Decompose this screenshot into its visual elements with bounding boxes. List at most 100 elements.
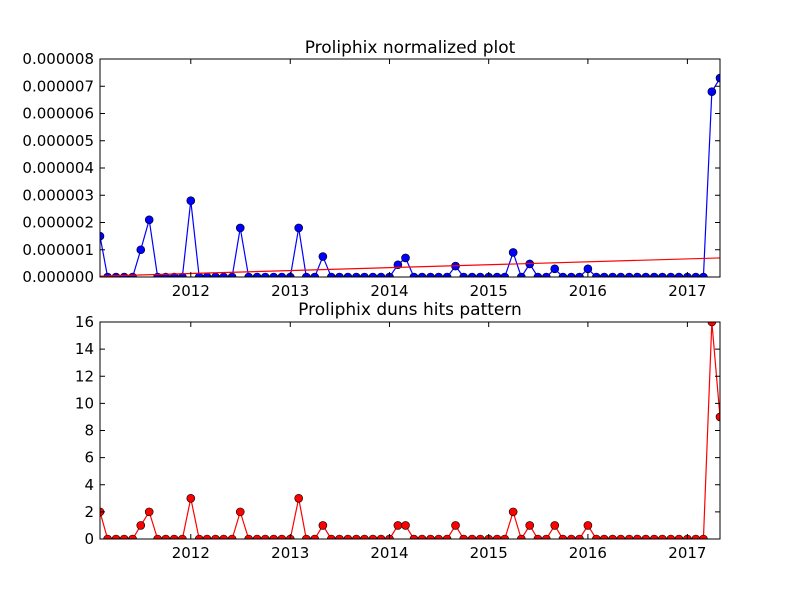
data-point [277, 534, 287, 539]
x-tick-label: 2013 [271, 544, 309, 562]
data-point [119, 534, 129, 539]
data-point [235, 223, 245, 233]
data-point [202, 534, 212, 539]
data-point [335, 534, 344, 539]
data-point [658, 272, 667, 277]
x-tick-label: 2014 [370, 282, 408, 300]
data-point [417, 534, 427, 539]
y-tick-label: 14 [75, 340, 94, 358]
data-point [409, 272, 419, 277]
data-point [567, 272, 576, 277]
data-point [144, 215, 154, 225]
data-point [442, 272, 452, 277]
data-point [467, 272, 477, 277]
y-tick-label: 10 [75, 394, 94, 412]
x-tick-label: 2013 [271, 282, 309, 300]
data-point [360, 534, 369, 539]
y-tick-label: 0.000007 [22, 77, 94, 95]
data-point [310, 272, 320, 277]
data-point [633, 272, 642, 277]
data-point [616, 272, 626, 277]
data-point [649, 534, 659, 539]
data-point [343, 534, 353, 539]
data-point [144, 507, 154, 517]
data-point [269, 272, 278, 277]
data-point [327, 272, 336, 277]
data-point [542, 534, 551, 539]
data-point [558, 272, 568, 277]
data-point [260, 272, 270, 277]
data-point [674, 534, 684, 539]
data-point [592, 272, 601, 277]
data-point [624, 534, 634, 539]
data-point [434, 534, 443, 539]
chart-title: Proliphix normalized plot [305, 38, 516, 58]
normalized-plot-chart: Proliphix normalized plot 0.0000000.0000… [22, 38, 721, 300]
x-tick-label: 2017 [668, 544, 706, 562]
data-point [666, 534, 676, 539]
data-point [153, 534, 162, 539]
x-tick-label: 2015 [470, 544, 508, 562]
x-tick-label: 2012 [172, 282, 210, 300]
data-point [508, 507, 518, 517]
y-tick-label: 0.000000 [22, 268, 94, 286]
data-point [227, 272, 237, 277]
data-point [517, 272, 526, 277]
data-point [599, 534, 609, 539]
data-point [244, 534, 253, 539]
data-point [575, 272, 584, 277]
data-point [567, 534, 576, 539]
data-point [500, 534, 510, 539]
x-tick-label: 2014 [370, 544, 408, 562]
data-point [376, 534, 386, 539]
y-axis: 0.000000 0.000001 0.000002 0.000003 0.000004… [22, 50, 720, 286]
data-point [417, 272, 427, 277]
axes-frame [99, 58, 721, 278]
data-point [302, 534, 311, 539]
data-point [368, 534, 378, 539]
data-point [343, 272, 353, 277]
data-point [666, 272, 676, 277]
x-tick-label: 2012 [172, 544, 210, 562]
y-tick-label: 2 [84, 503, 94, 521]
y-tick-label: 0.000005 [22, 132, 94, 150]
data-point [492, 272, 502, 277]
data-point [318, 521, 328, 530]
chart-title: Proliphix duns hits pattern [298, 300, 522, 320]
data-point [525, 521, 535, 530]
data-point [252, 534, 262, 539]
data-point [500, 272, 510, 277]
data-point [103, 534, 112, 539]
data-point [277, 272, 287, 277]
data-point [219, 534, 228, 539]
data-point [542, 272, 551, 277]
data-point [517, 534, 526, 539]
data-point [558, 534, 568, 539]
data-point [111, 534, 121, 539]
data-point [649, 272, 659, 277]
data-point [327, 534, 336, 539]
data-point [533, 534, 543, 539]
data-point [699, 534, 708, 539]
data-point [310, 534, 320, 539]
data-point [691, 272, 701, 277]
data-point [352, 534, 361, 539]
data-point [550, 521, 560, 530]
data-point [475, 272, 485, 277]
data-point [186, 494, 196, 503]
y-tick-label: 4 [84, 476, 94, 494]
data-point [360, 272, 369, 277]
data-point [368, 272, 378, 277]
x-axis: 2012 2013 2014 2015 2016 2017 [172, 322, 706, 562]
data-point [227, 534, 237, 539]
data-point [426, 272, 435, 277]
data-point [302, 272, 311, 277]
data-point [592, 534, 601, 539]
data-point [674, 272, 684, 277]
data-point [451, 521, 460, 530]
data-point [434, 272, 443, 277]
duns-hits-chart: Proliphix duns hits pattern 0 2 4 6 8 10 12 14 1… [75, 300, 721, 562]
data-point [260, 534, 270, 539]
data-point [294, 223, 303, 233]
